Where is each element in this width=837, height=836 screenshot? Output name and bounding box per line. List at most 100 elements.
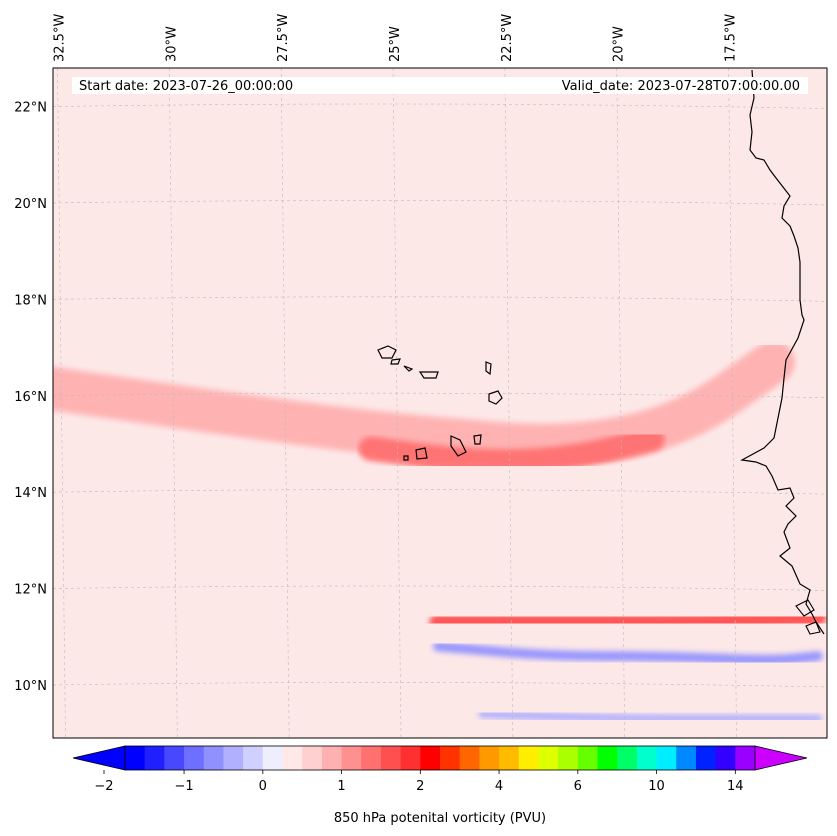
gridline-lat: [53, 682, 827, 688]
lat-tick-label: 12°N: [14, 583, 47, 598]
colorbar-tick-label: 0: [259, 779, 267, 794]
map-frame: [52, 67, 828, 739]
gridline-lat: [53, 200, 827, 206]
colorbar-swatch: [282, 746, 303, 770]
island-sao-vicente: [390, 358, 401, 365]
colorbar-swatch: [715, 746, 736, 770]
gridline-lon: [169, 68, 178, 738]
gridline-lat: [53, 296, 827, 302]
colorbar-swatch: [125, 746, 146, 770]
colorbar-swatch: [243, 746, 264, 770]
colorbar-label: 850 hPa potenital vorticity (PVU): [334, 811, 546, 826]
island-santiago: [450, 435, 467, 457]
gridline-lon: [57, 68, 66, 738]
gridline-lat: [53, 103, 827, 109]
lon-tick-label: 25°W: [388, 26, 403, 62]
latitude-labels: 22°N 20°N 18°N 16°N 14°N 12°N 10°N: [14, 101, 47, 694]
colorbar-swatch: [302, 746, 323, 770]
colorbar-swatch: [518, 746, 539, 770]
lon-tick-label: 30°W: [164, 26, 179, 62]
gridline-lon: [616, 68, 626, 738]
colorbar-swatch: [597, 746, 618, 770]
colorbar-swatch: [380, 746, 402, 770]
pv-feature: [432, 641, 823, 665]
gridline-lat: [53, 489, 827, 495]
colorbar-tick-label: −2: [94, 779, 113, 794]
island-boa-vista: [488, 390, 503, 405]
pv-feature: [478, 709, 823, 724]
lon-tick-label: 32.5°W: [52, 14, 67, 62]
colorbar: −2 −1 0 1 2 4 6 10 14: [72, 745, 808, 794]
colorbar-swatch: [420, 746, 441, 770]
colorbar-swatch: [558, 746, 579, 770]
colorbar-swatch: [479, 746, 500, 770]
colorbar-swatch: [695, 746, 717, 770]
date-banner: [72, 77, 808, 94]
island-santo-antao: [377, 345, 397, 359]
start-date-label: Start date: 2023-07-26_00:00:00: [79, 79, 293, 94]
colorbar-swatch: [321, 746, 343, 770]
colorbar-tick-label: 4: [495, 779, 503, 794]
lat-tick-label: 10°N: [14, 679, 47, 694]
lat-tick-label: 16°N: [14, 390, 47, 405]
colorbar-swatch: [499, 746, 520, 770]
colorbar-swatch: [400, 746, 421, 770]
gridline-lon: [728, 68, 737, 738]
island-sal: [485, 361, 492, 376]
colorbar-swatch: [262, 746, 283, 770]
gridline-lat: [53, 392, 827, 399]
colorbar-over-arrow: [754, 745, 808, 771]
colorbar-swatch: [144, 746, 165, 770]
island-maio: [473, 434, 482, 445]
colorbar-swatch: [361, 746, 382, 770]
map-area: Start date: 2023-07-26_00:00:00 Valid_da…: [53, 68, 827, 738]
colorbar-tick-label: 1: [337, 779, 345, 794]
colorbar-swatch: [656, 746, 677, 770]
lat-tick-label: 14°N: [14, 486, 47, 501]
valid-date-label: Valid_date: 2023-07-28T07:00:00.00: [562, 79, 800, 94]
lon-tick-label: 20°W: [612, 26, 627, 62]
gridline-lon: [504, 68, 514, 738]
graticule: [53, 68, 827, 738]
pv-feature: [429, 609, 827, 631]
colorbar-tick-label: 14: [727, 779, 744, 794]
colorbar-frame: [124, 745, 756, 771]
colorbar-swatch: [617, 746, 638, 770]
gridline-lon: [392, 68, 402, 738]
colorbar-tick-label: 6: [574, 779, 582, 794]
pv-feature: [358, 427, 665, 474]
gridline-lat: [53, 585, 827, 591]
island-sao-nicolau: [403, 365, 414, 372]
colorbar-swatch: [676, 746, 697, 770]
coast-inlet-2: [805, 621, 821, 635]
cape-verde-islands: [377, 345, 503, 461]
colorbar-swatch: [223, 746, 244, 770]
lon-tick-label: 22.5°W: [500, 14, 515, 62]
colorbar-swatch: [636, 746, 658, 770]
colorbar-swatch: [341, 746, 362, 770]
pv-field: [53, 340, 827, 724]
colorbar-tick-label: 2: [416, 779, 424, 794]
lat-tick-label: 18°N: [14, 293, 47, 308]
colorbar-swatch: [440, 746, 461, 770]
lon-tick-label: 27.5°W: [276, 14, 291, 62]
lon-tick-label: 17.5°W: [724, 14, 739, 62]
lat-tick-label: 22°N: [14, 101, 47, 116]
colorbar-swatch: [577, 746, 598, 770]
colorbar-tick-label: 10: [648, 779, 665, 794]
colorbar-swatch: [184, 746, 205, 770]
colorbar-swatch: [164, 746, 185, 770]
colorbar-swatch: [459, 746, 480, 770]
colorbar-swatch: [538, 746, 559, 770]
coastlines: [740, 69, 825, 635]
island-brava: [403, 455, 409, 461]
island-fogo: [415, 447, 428, 460]
colorbar-swatch: [735, 746, 756, 770]
island-sao-nicolau-2: [418, 371, 439, 379]
africa-coastline: [740, 69, 825, 635]
colorbar-swatch: [203, 746, 224, 770]
gridline-lon: [280, 68, 290, 738]
colorbar-under-arrow: [72, 745, 126, 771]
colorbar-tick-label: −1: [174, 779, 193, 794]
